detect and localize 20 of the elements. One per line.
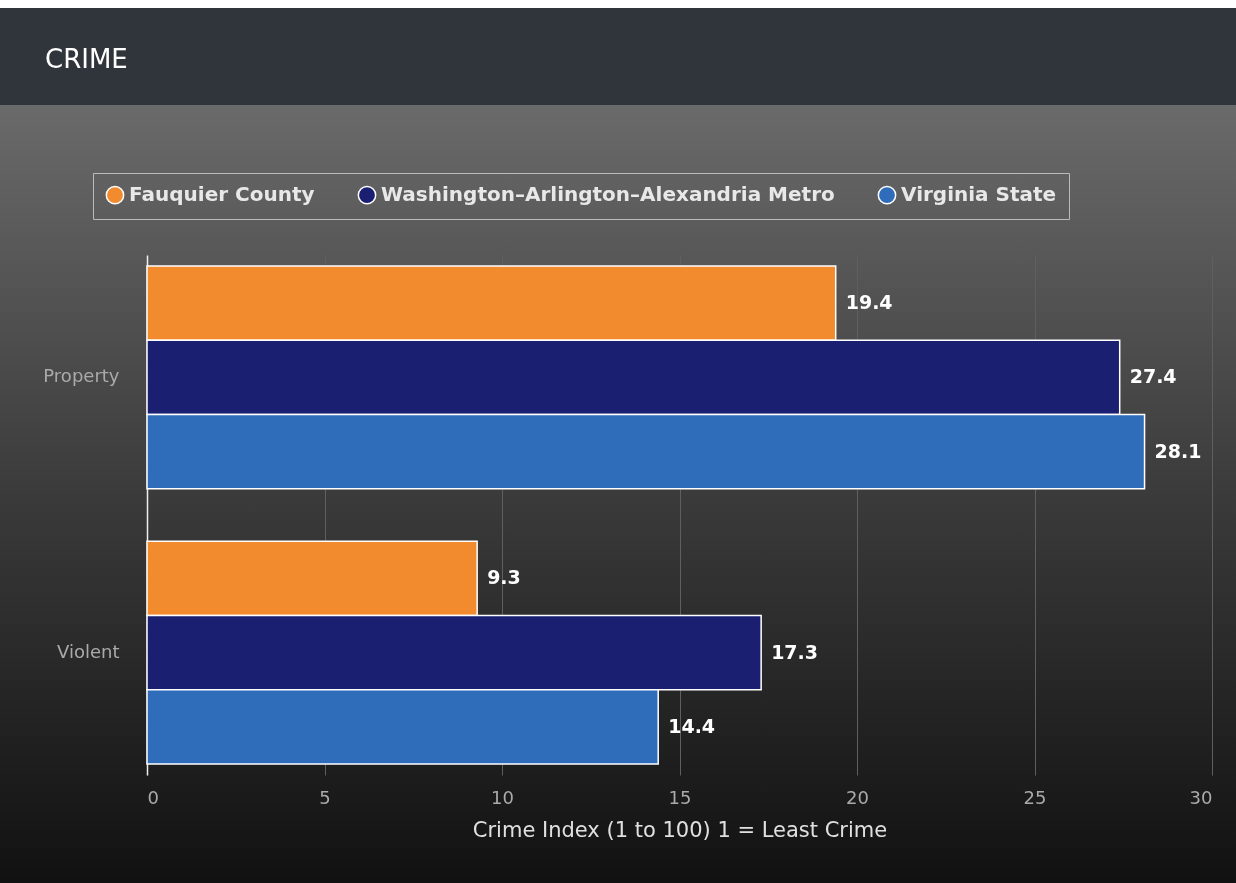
x-tick-label: 20	[846, 786, 869, 808]
data-label: 19.4	[845, 291, 893, 314]
x-tick-label: 10	[491, 786, 514, 808]
x-tick-label: 15	[668, 786, 692, 808]
data-label: 17.3	[771, 640, 819, 663]
data-label: 14.4	[668, 714, 716, 737]
x-tick-label: 25	[1023, 786, 1047, 808]
legend-label: Washington–Arlington–Alexandria Metro	[381, 182, 835, 207]
y-tick-label: Property	[43, 365, 120, 387]
chart-title: CRIME	[45, 43, 128, 74]
data-label: 28.1	[1154, 439, 1202, 462]
data-label: 9.3	[487, 566, 521, 589]
legend-label: Virginia State	[901, 182, 1057, 207]
x-tick-label: 5	[319, 786, 331, 808]
y-tick-label: Violent	[57, 640, 120, 662]
x-tick-label: 30	[1189, 786, 1213, 808]
legend-label: Fauquier County	[129, 182, 315, 207]
data-label: 27.4	[1129, 365, 1177, 388]
x-tick-label: 0	[147, 786, 159, 808]
x-axis-title: Crime Index (1 to 100) 1 = Least Crime	[472, 817, 888, 842]
